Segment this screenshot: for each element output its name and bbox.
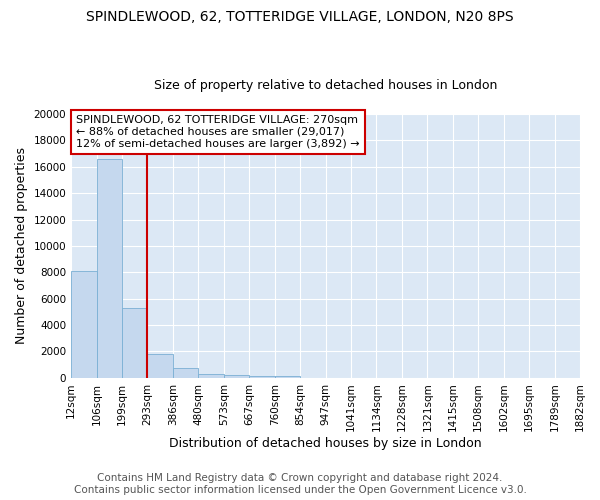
Text: SPINDLEWOOD, 62, TOTTERIDGE VILLAGE, LONDON, N20 8PS: SPINDLEWOOD, 62, TOTTERIDGE VILLAGE, LON… bbox=[86, 10, 514, 24]
X-axis label: Distribution of detached houses by size in London: Distribution of detached houses by size … bbox=[169, 437, 482, 450]
Bar bbox=[199, 374, 224, 378]
Text: SPINDLEWOOD, 62 TOTTERIDGE VILLAGE: 270sqm
← 88% of detached houses are smaller : SPINDLEWOOD, 62 TOTTERIDGE VILLAGE: 270s… bbox=[76, 116, 360, 148]
Title: Size of property relative to detached houses in London: Size of property relative to detached ho… bbox=[154, 79, 497, 92]
Bar bbox=[224, 375, 249, 378]
Bar bbox=[97, 159, 122, 378]
Bar bbox=[249, 376, 275, 378]
Bar bbox=[173, 368, 199, 378]
Text: Contains HM Land Registry data © Crown copyright and database right 2024.
Contai: Contains HM Land Registry data © Crown c… bbox=[74, 474, 526, 495]
Y-axis label: Number of detached properties: Number of detached properties bbox=[15, 148, 28, 344]
Bar bbox=[275, 376, 300, 378]
Bar bbox=[122, 308, 148, 378]
Bar bbox=[148, 354, 173, 378]
Bar bbox=[71, 271, 97, 378]
